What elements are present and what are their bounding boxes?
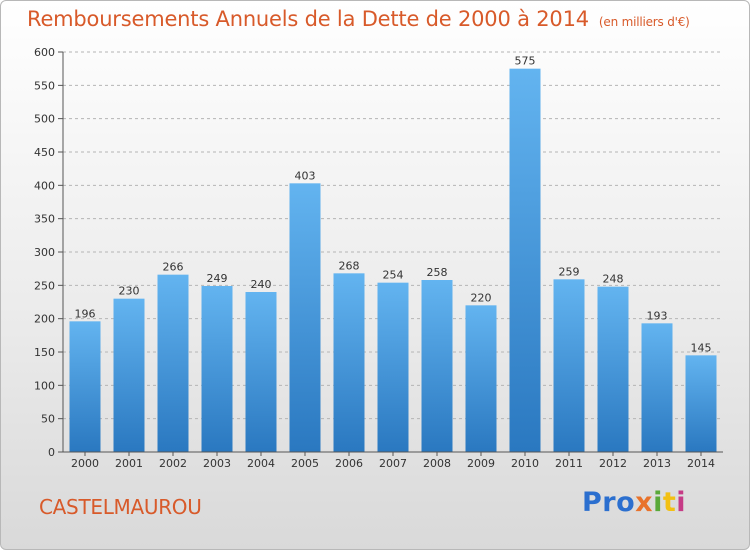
x-tick-label: 2003 [203,457,231,470]
bar [333,273,365,452]
y-tick-label: 500 [34,113,55,126]
x-tick-label: 2000 [71,457,99,470]
proxiti-logo: Proxiti [582,487,692,527]
y-tick-label: 300 [34,246,55,259]
data-label: 248 [603,273,624,286]
place-name: CASTELMAUROU [39,495,202,519]
data-label: 258 [427,266,448,279]
bar [113,298,145,452]
y-tick-label: 250 [34,279,55,292]
logo-part: i [653,487,663,518]
bar [597,286,629,452]
data-label: 254 [383,269,404,282]
logo-part: t [662,487,677,518]
x-tick-label: 2004 [247,457,275,470]
x-tick-label: 2011 [555,457,583,470]
x-tick-label: 2010 [511,457,539,470]
axes [58,51,723,456]
data-label: 240 [251,278,272,291]
chart-title: Remboursements Annuels de la Dette de 20… [27,7,690,31]
bar [421,280,453,452]
y-tick-label: 400 [34,179,55,192]
x-tick-label: 2013 [643,457,671,470]
logo-part: i [676,487,687,518]
bar [509,68,541,453]
data-label: 268 [339,259,360,272]
y-tick-label: 450 [34,146,55,159]
data-label: 403 [295,169,316,182]
bar [377,282,409,452]
bar [245,292,277,452]
x-tick-label: 2002 [159,457,187,470]
data-label: 230 [119,285,140,298]
bar [289,183,321,453]
data-label: 196 [75,307,96,320]
bar [553,279,585,452]
data-label: 193 [647,309,668,322]
data-label: 249 [207,272,228,285]
bar [685,355,717,452]
x-tick-label: 2012 [599,457,627,470]
labels: 0 50 100 150 200 250 300 350 400 450 500 550 600 196 2… [34,46,715,470]
x-tick-label: 2009 [467,457,495,470]
data-label: 575 [515,55,536,68]
x-tick-label: 2014 [687,457,715,470]
bar [201,286,233,452]
data-label: 259 [559,265,580,278]
y-tick-label: 550 [34,79,55,92]
x-tick-label: 2008 [423,457,451,470]
y-tick-label: 50 [41,413,55,426]
bar [641,323,673,452]
logo-part: x [635,487,654,518]
y-tick-label: 0 [48,446,55,459]
bar [157,274,189,452]
y-tick-label: 100 [34,379,55,392]
bars [69,68,717,453]
x-tick-label: 2001 [115,457,143,470]
chart-unit: (en milliers d'€) [598,15,690,29]
logo-part: Pro [582,487,636,518]
data-label: 266 [163,261,184,274]
bar [465,305,497,452]
x-tick-label: 2007 [379,457,407,470]
x-tick-label: 2006 [335,457,363,470]
y-tick-label: 600 [34,46,55,59]
data-label: 145 [691,341,712,354]
y-tick-label: 200 [34,313,55,326]
bar [69,321,101,452]
x-tick-label: 2005 [291,457,319,470]
data-label: 220 [471,291,492,304]
y-tick-label: 150 [34,346,55,359]
chart-title-text: Remboursements Annuels de la Dette de 20… [27,7,589,31]
y-tick-label: 350 [34,213,55,226]
